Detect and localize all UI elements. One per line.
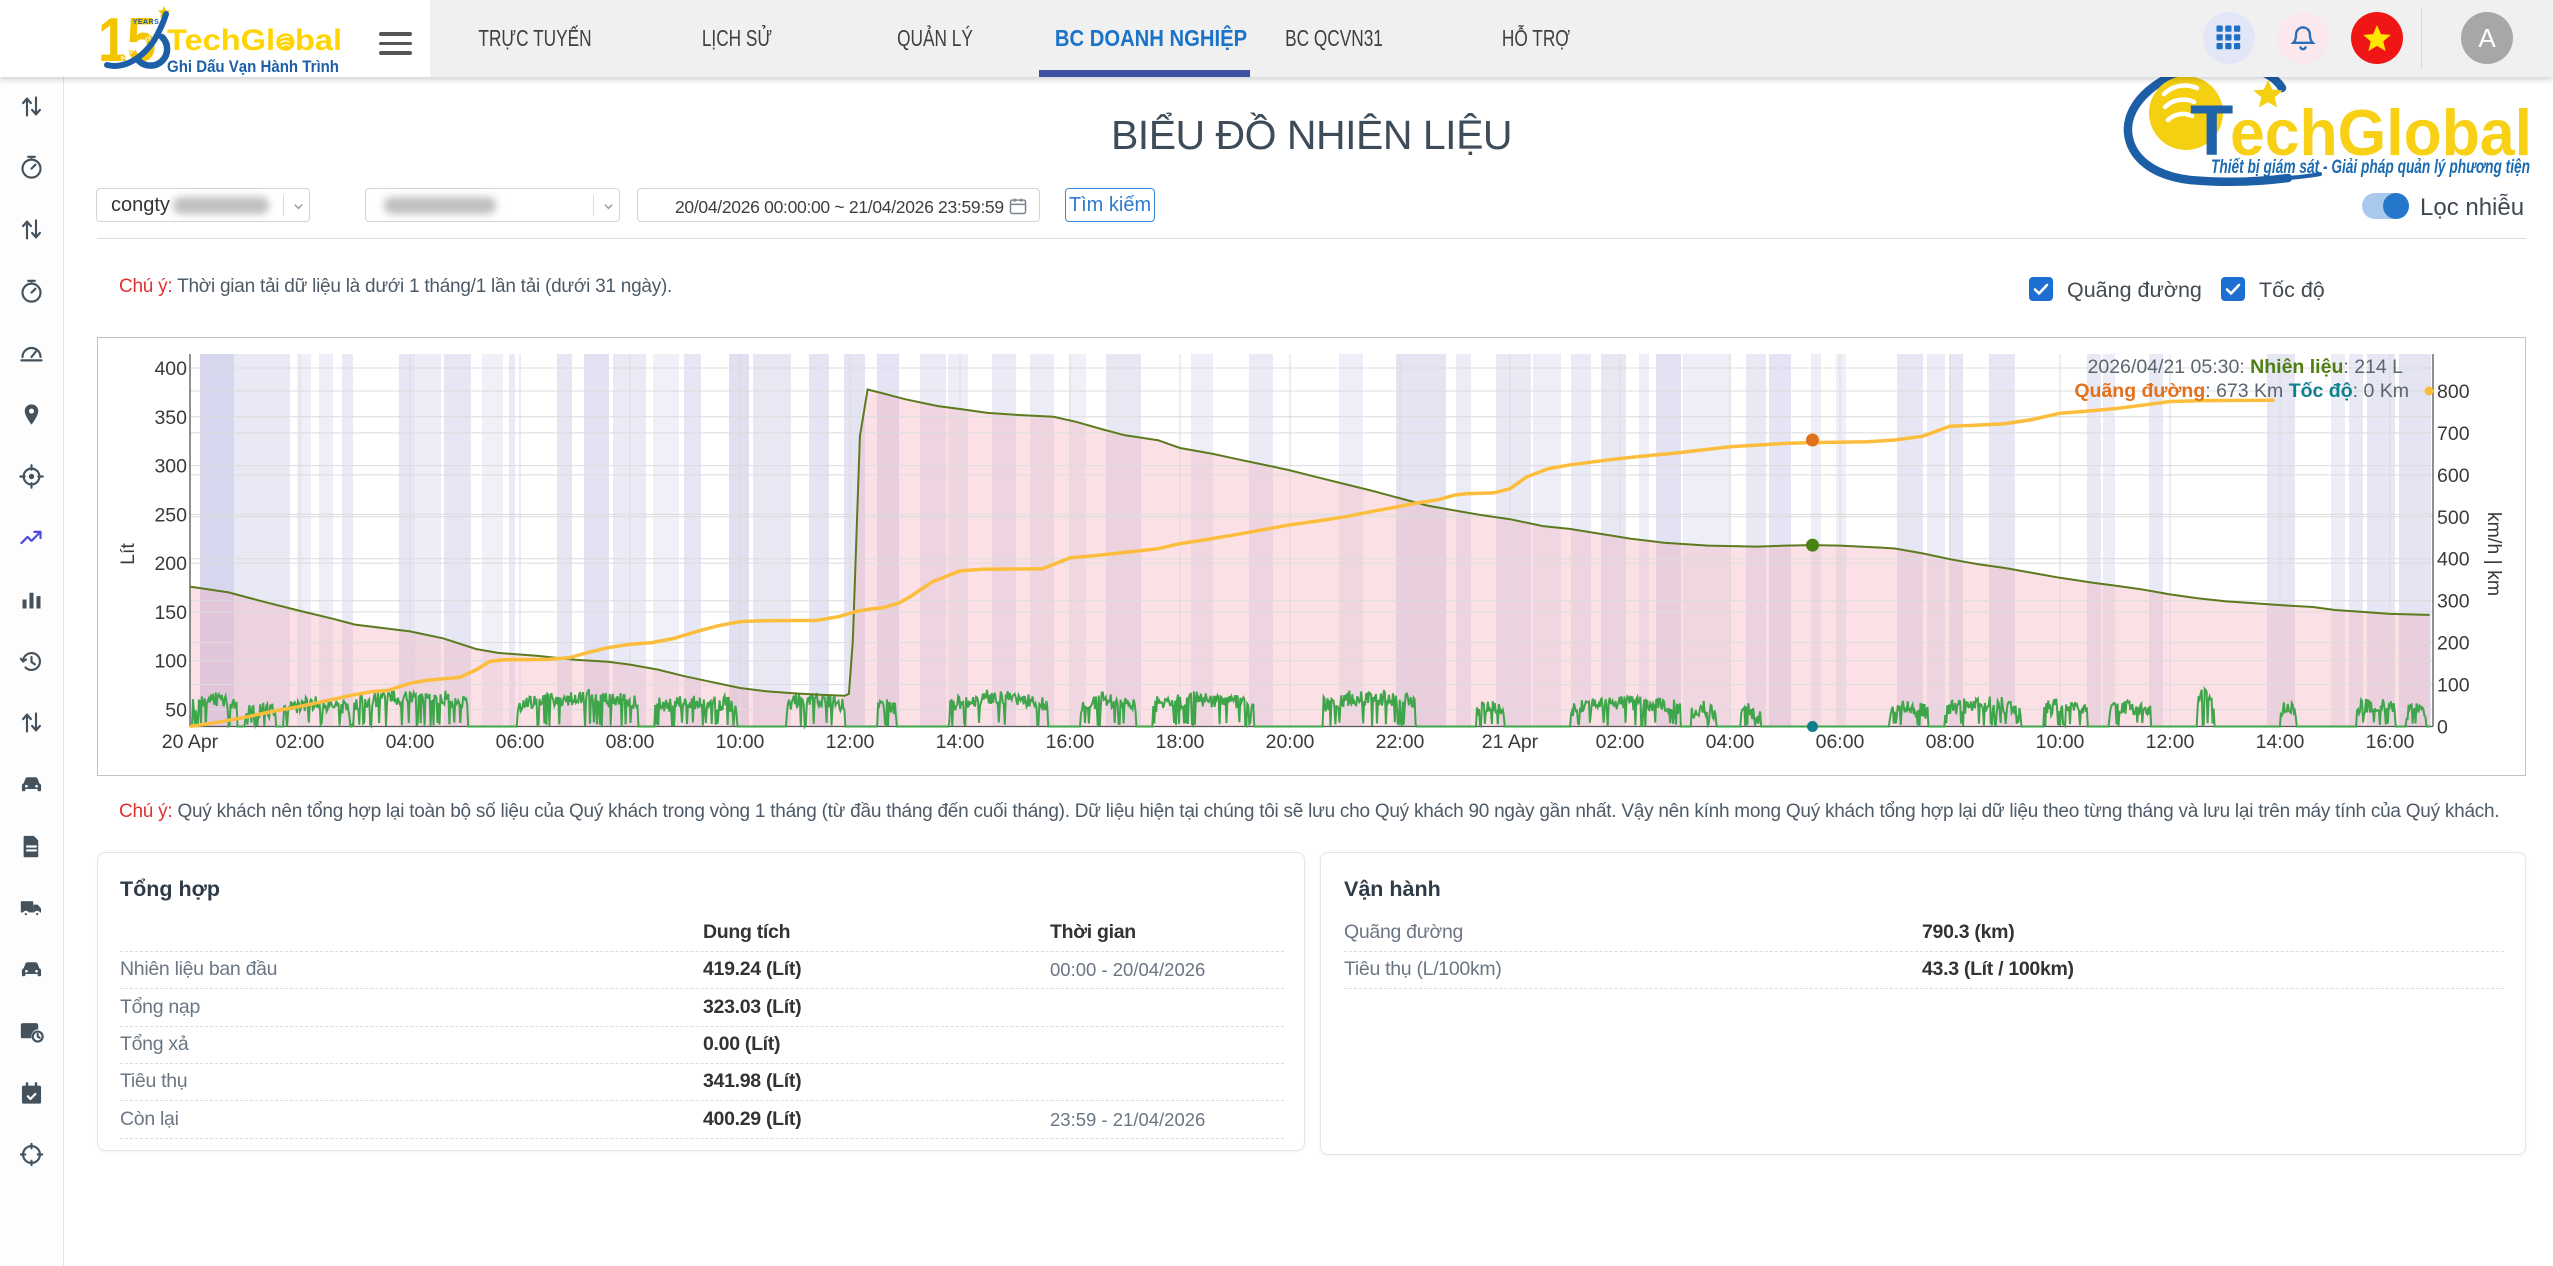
svg-text:16:00: 16:00	[2366, 731, 2415, 753]
svg-text:350: 350	[154, 407, 187, 429]
svg-text:16:00: 16:00	[1046, 731, 1095, 753]
svg-text:04:00: 04:00	[1706, 731, 1755, 753]
svg-text:100: 100	[2437, 675, 2470, 697]
svg-text:250: 250	[154, 504, 187, 526]
svg-text:600: 600	[2437, 465, 2470, 487]
svg-text:0: 0	[2437, 717, 2448, 739]
svg-text:200: 200	[2437, 633, 2470, 655]
svg-text:22:00: 22:00	[1376, 731, 1425, 753]
svg-text:20:00: 20:00	[1266, 731, 1315, 753]
svg-text:04:00: 04:00	[386, 731, 435, 753]
svg-text:2026/04/21 05:30: Nhiên liệu:: 2026/04/21 05:30: Nhiên liệu: 214 L	[2088, 356, 2404, 378]
svg-text:Quãng đường: 673 Km Tốc độ: 0: Quãng đường: 673 Km Tốc độ: 0 Km	[2074, 380, 2409, 402]
svg-text:YEARS: YEARS	[133, 19, 160, 26]
svg-text:500: 500	[2437, 507, 2470, 529]
svg-text:100: 100	[154, 651, 187, 673]
svg-text:Ghi Dấu Vạn Hành Trình: Ghi Dấu Vạn Hành Trình	[167, 58, 339, 76]
svg-text:200: 200	[154, 553, 187, 575]
svg-text:TechGlobal: TechGlobal	[167, 24, 342, 57]
svg-text:02:00: 02:00	[1596, 731, 1645, 753]
svg-text:300: 300	[154, 456, 187, 478]
svg-text:12:00: 12:00	[2146, 731, 2195, 753]
svg-text:21 Apr: 21 Apr	[1482, 731, 1539, 753]
svg-text:300: 300	[2437, 591, 2470, 613]
svg-text:14:00: 14:00	[936, 731, 985, 753]
svg-text:08:00: 08:00	[1926, 731, 1975, 753]
svg-text:12:00: 12:00	[826, 731, 875, 753]
svg-text:150: 150	[154, 602, 187, 624]
svg-text:10:00: 10:00	[716, 731, 765, 753]
svg-text:08:00: 08:00	[606, 731, 655, 753]
svg-text:400: 400	[154, 358, 187, 380]
svg-text:06:00: 06:00	[1816, 731, 1865, 753]
svg-text:echGlobal: echGlobal	[2230, 96, 2532, 169]
svg-text:06:00: 06:00	[496, 731, 545, 753]
svg-text:10:00: 10:00	[2036, 731, 2085, 753]
svg-text:700: 700	[2437, 423, 2470, 445]
svg-text:km/h | km: km/h | km	[2483, 512, 2505, 596]
svg-text:T: T	[2190, 92, 2233, 171]
svg-text:14:00: 14:00	[2256, 731, 2305, 753]
svg-text:Lít: Lít	[117, 543, 139, 565]
svg-text:400: 400	[2437, 549, 2470, 571]
svg-text:02:00: 02:00	[276, 731, 325, 753]
svg-text:20 Apr: 20 Apr	[162, 731, 219, 753]
svg-text:800: 800	[2437, 381, 2470, 403]
svg-text:18:00: 18:00	[1156, 731, 1205, 753]
svg-text:Thiết bị giám sát - Giải pháp: Thiết bị giám sát - Giải pháp quản lý ph…	[2211, 157, 2530, 178]
svg-text:50: 50	[165, 700, 187, 722]
